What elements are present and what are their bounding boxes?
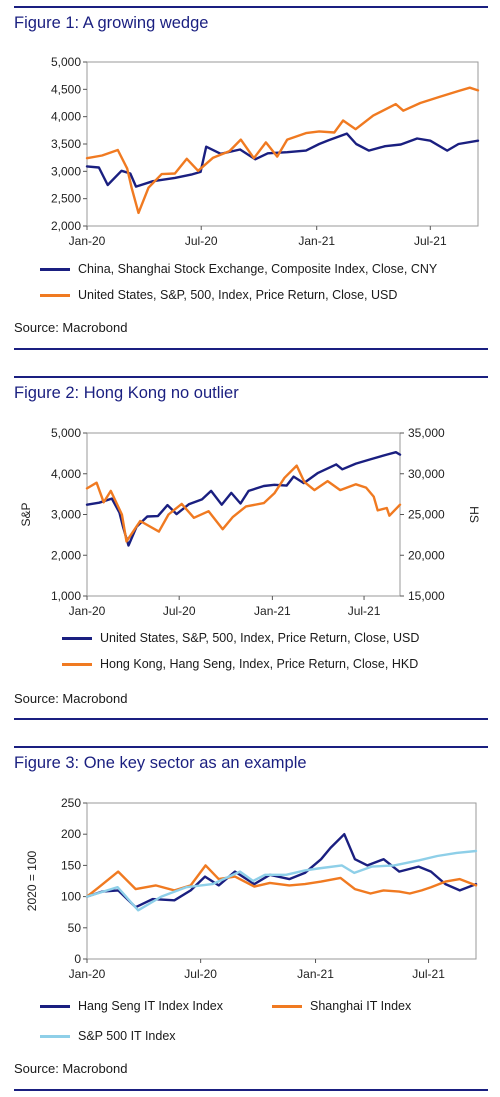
legend-swatch	[40, 267, 70, 271]
series-line-2	[85, 864, 478, 898]
y-tick-label: 0	[74, 952, 81, 966]
legend-label: United States, S&P, 500, Index, Price Re…	[78, 288, 398, 302]
figure-3-bottom-rule	[14, 1089, 488, 1091]
y-tick-label: 2,500	[51, 192, 81, 206]
x-tick-label: Jan-21	[297, 967, 334, 981]
y-axis-label: S&P	[19, 502, 33, 526]
legend-swatch	[62, 636, 92, 640]
figure-3-chart: 0 50 100 150 200 250 2020 = 100 Jan-20 Jul-20 Jan…	[25, 796, 478, 981]
x-tick-label: Jul-21	[348, 604, 381, 618]
legend-label: S&P 500 IT Index	[78, 1029, 176, 1043]
figure-2-chart: 1,000 2,000 3,000 4,000 5,000 S&P 15,000 20,000…	[19, 426, 481, 618]
figure-3-legend-item-sp500-it: S&P 500 IT Index	[40, 1029, 176, 1043]
series-line-1	[85, 132, 480, 188]
y-tick-label: 1,000	[51, 589, 81, 603]
y-right-tick-label: 25,000	[408, 508, 445, 522]
legend-label: Shanghai IT Index	[310, 999, 412, 1013]
x-tick-label: Jul-20	[185, 234, 218, 248]
legend-label: Hang Seng IT Index Index	[78, 999, 224, 1013]
figure-3-title: Figure 3: One key sector as an example	[14, 754, 307, 772]
y-axis-label: 2020 = 100	[25, 850, 39, 911]
y-tick-label: 4,500	[51, 82, 81, 96]
figure-1-bottom-rule	[14, 348, 488, 350]
y-tick-label: 2,000	[51, 219, 81, 233]
y-tick-label: 5,000	[51, 55, 81, 69]
y-tick-label: 3,000	[51, 508, 81, 522]
y-tick-label: 5,000	[51, 426, 81, 440]
y-right-tick-label: 15,000	[408, 589, 445, 603]
x-tick-label: Jan-21	[298, 234, 335, 248]
y-right-axis-label: HS	[467, 506, 481, 523]
figure-1-top-rule	[14, 6, 488, 8]
figure-2-legend-item-hk: Hong Kong, Hang Seng, Index, Price Retur…	[62, 657, 418, 671]
series-line-3	[85, 849, 478, 912]
x-tick-label: Jan-20	[69, 604, 106, 618]
x-tick-label: Jan-21	[254, 604, 291, 618]
legend-swatch	[40, 1004, 70, 1008]
legend-label: United States, S&P, 500, Index, Price Re…	[100, 631, 420, 645]
y-right-tick-label: 30,000	[408, 467, 445, 481]
series-line-2	[85, 86, 480, 215]
legend-label: Hong Kong, Hang Seng, Index, Price Retur…	[100, 657, 419, 671]
figure-3-legend-item-shanghai-it: Shanghai IT Index	[272, 999, 411, 1013]
figure-2-bottom-rule	[14, 718, 488, 720]
figure-3-legend-item-hang-seng-it: Hang Seng IT Index Index	[40, 999, 223, 1013]
y-tick-label: 2,000	[51, 548, 81, 562]
figure-1-title: Figure 1: A growing wedge	[14, 14, 209, 32]
y-right-tick-label: 20,000	[408, 548, 445, 562]
x-tick-label: Jan-20	[69, 234, 106, 248]
x-tick-label: Jul-21	[412, 967, 445, 981]
legend-swatch	[62, 662, 92, 666]
y-tick-label: 3,000	[51, 164, 81, 178]
figure-2-source: Source: Macrobond	[14, 691, 128, 706]
y-tick-label: 150	[61, 858, 81, 872]
y-tick-label: 100	[61, 890, 81, 904]
figure-1-chart: 2,000 2,500 3,000 3,500 4,000 4,500 5,000 Jan-2…	[51, 55, 480, 248]
figure-1-legend-item-us: United States, S&P, 500, Index, Price Re…	[40, 288, 397, 302]
series-line-1	[85, 833, 478, 909]
figure-1-source: Source: Macrobond	[14, 320, 128, 335]
figure-1-legend-item-china: China, Shanghai Stock Exchange, Composit…	[40, 262, 437, 276]
plot-frame	[86, 802, 477, 960]
figure-3-top-rule	[14, 746, 488, 748]
series-line-2	[85, 464, 402, 543]
y-right-tick-label: 35,000	[408, 426, 445, 440]
x-tick-label: Jul-21	[414, 234, 447, 248]
figure-3-source: Source: Macrobond	[14, 1061, 128, 1076]
x-tick-label: Jan-20	[69, 967, 106, 981]
y-tick-label: 4,000	[51, 467, 81, 481]
y-tick-label: 200	[61, 827, 81, 841]
x-tick-label: Jul-20	[163, 604, 196, 618]
legend-swatch	[40, 293, 70, 297]
legend-label: China, Shanghai Stock Exchange, Composit…	[78, 262, 438, 276]
series-line-1	[85, 451, 402, 547]
figure-2-legend-item-us: United States, S&P, 500, Index, Price Re…	[62, 631, 419, 645]
figure-2-top-rule	[14, 376, 488, 378]
y-tick-label: 4,000	[51, 110, 81, 124]
legend-swatch	[40, 1034, 70, 1038]
y-tick-label: 50	[68, 921, 82, 935]
x-tick-label: Jul-20	[184, 967, 217, 981]
figure-2-title: Figure 2: Hong Kong no outlier	[14, 384, 239, 402]
y-tick-label: 250	[61, 796, 81, 810]
y-tick-label: 3,500	[51, 137, 81, 151]
legend-swatch	[272, 1004, 302, 1008]
